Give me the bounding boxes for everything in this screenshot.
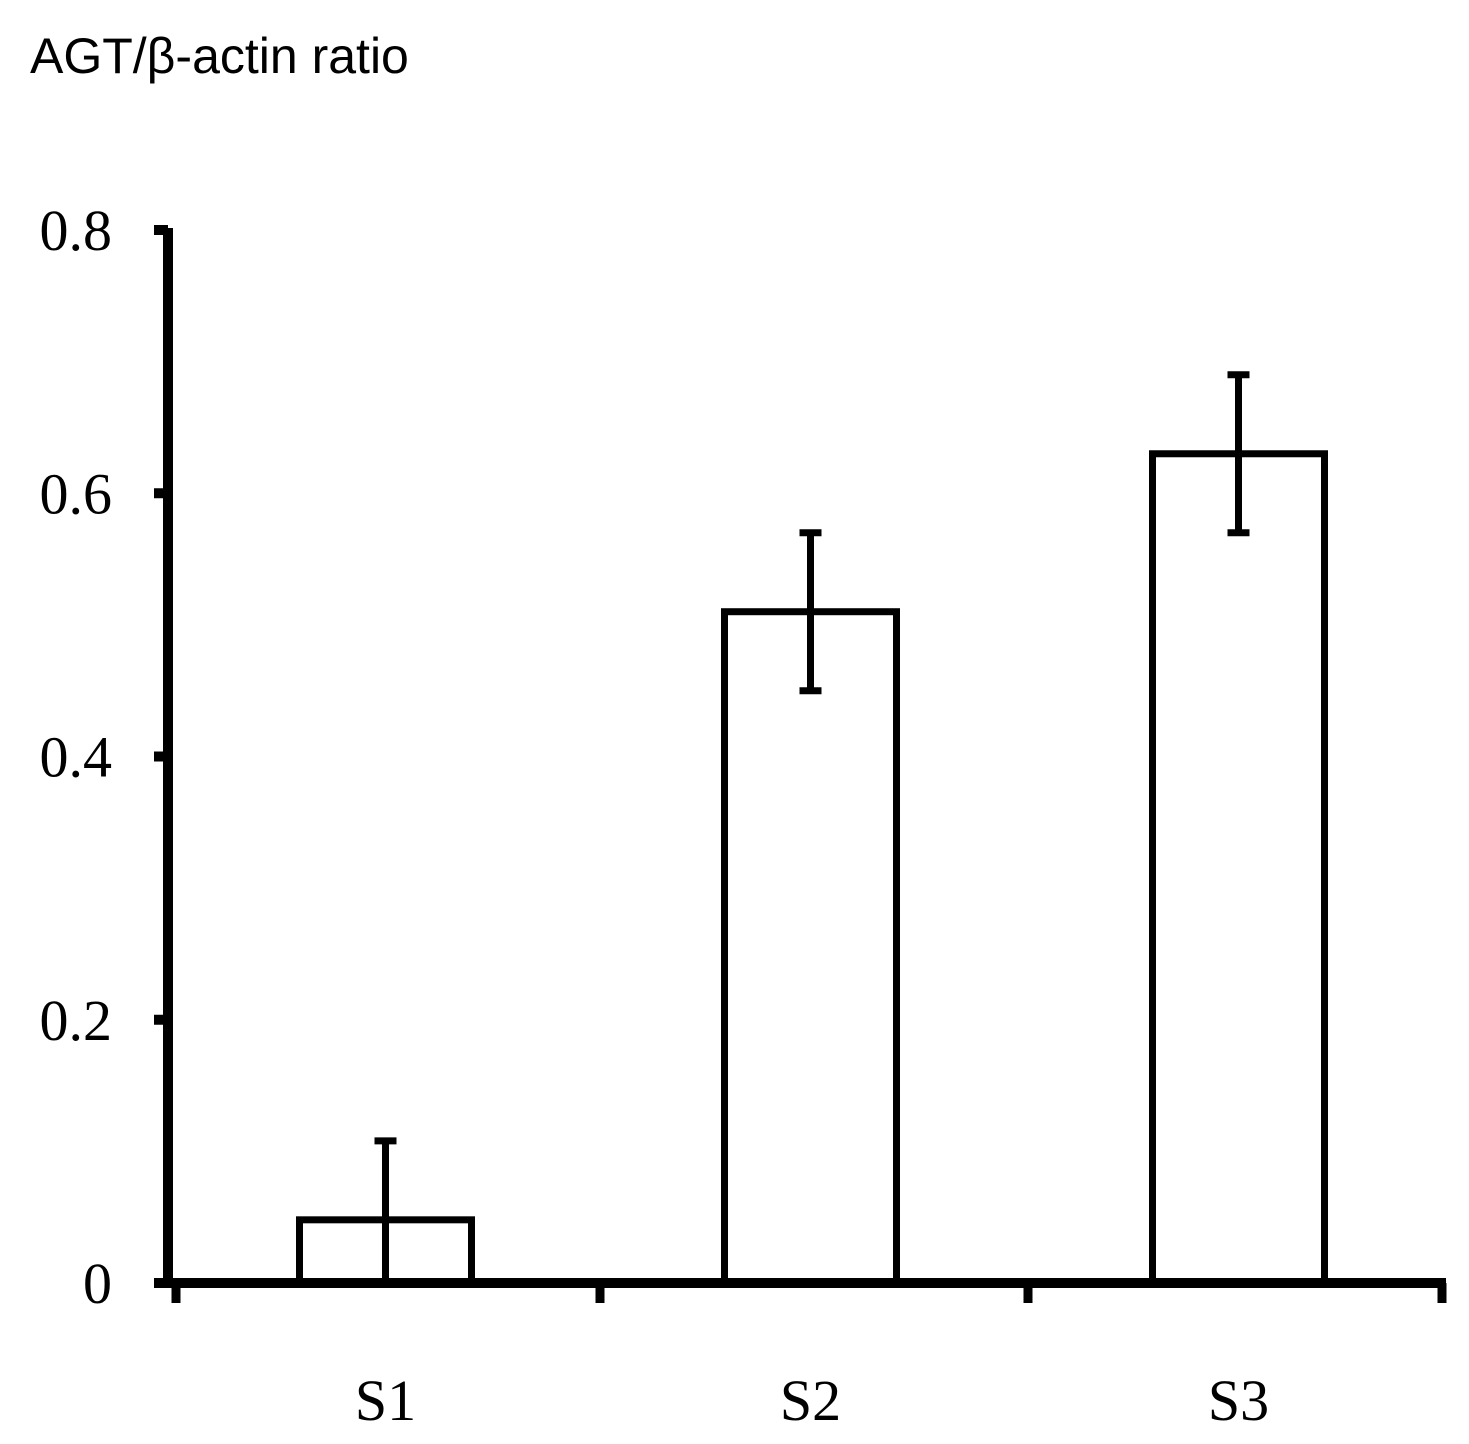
- x-tick-label: S2: [780, 1368, 841, 1433]
- x-tick-label: S3: [1208, 1368, 1269, 1433]
- y-tick-label: 0.4: [40, 725, 113, 790]
- plot-area: 0 0.2 0.4 0.6 0.8 S1 S2 S3: [40, 198, 1447, 1433]
- x-tick-label: S1: [355, 1368, 416, 1433]
- bar-s3: [1149, 450, 1328, 1287]
- bar-s2: [721, 608, 900, 1287]
- y-axis-title: AGT/β-actin ratio: [30, 28, 409, 84]
- y-tick-label: 0.8: [40, 198, 113, 263]
- y-tick-label: 0.6: [40, 461, 113, 526]
- y-tick-label: 0.2: [40, 988, 113, 1053]
- y-tick-label: 0: [83, 1251, 112, 1316]
